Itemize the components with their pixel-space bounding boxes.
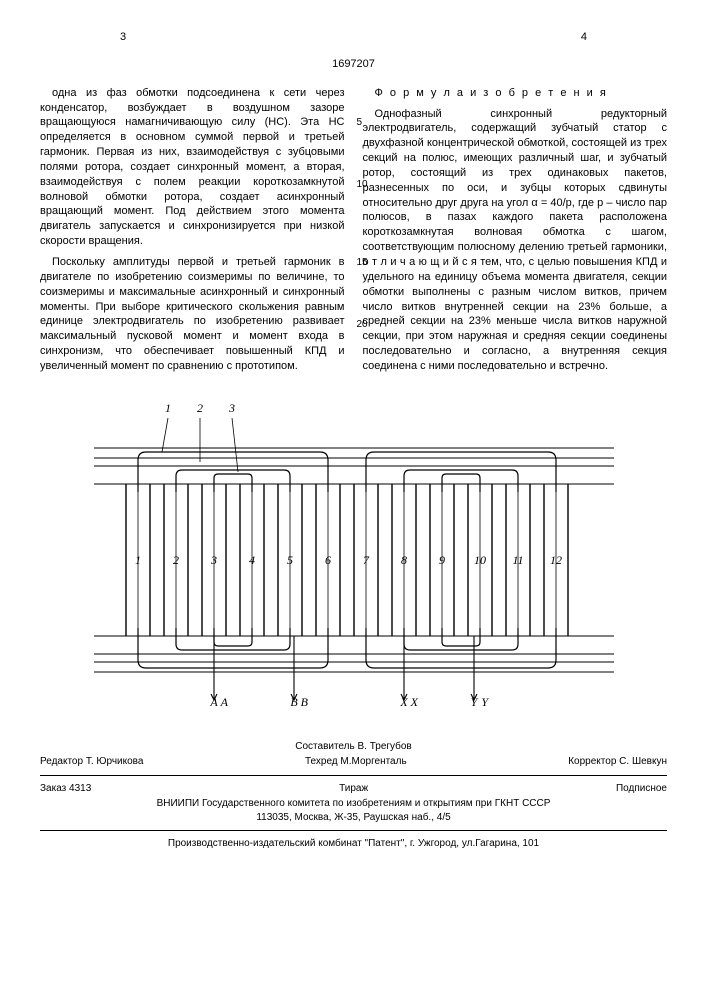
org-line-1: ВНИИПИ Государственного комитета по изоб… [40,797,667,811]
org-line-2: Производственно-издательский комбинат "П… [40,837,667,851]
divider-1 [40,775,667,776]
page-num-left: 3 [120,30,126,45]
winding-diagram: 123456789101112ABXYABXY123 [94,400,614,710]
svg-text:A: A [209,695,218,709]
right-column: Ф о р м у л а и з о б р е т е н и я Одно… [363,86,668,380]
svg-text:X: X [409,695,418,709]
svg-text:3: 3 [210,553,217,567]
svg-text:Y: Y [470,695,478,709]
claims-heading: Ф о р м у л а и з о б р е т е н и я [363,86,668,101]
tirazh: Тираж [339,782,368,796]
corrector: Корректор С. Шевкун [568,755,667,769]
svg-text:B: B [300,695,308,709]
right-p1: Однофазный синхронный редукторный электр… [363,107,668,374]
page-numbers: 3 4 [120,30,587,45]
svg-text:X: X [399,695,408,709]
line-number: 5 [357,116,363,130]
order-number: Заказ 4313 [40,782,91,796]
diagram-svg: 123456789101112ABXYABXY123 [94,400,614,710]
svg-text:3: 3 [228,401,235,415]
svg-text:1: 1 [165,401,171,415]
page-num-right: 4 [581,30,587,45]
left-column: одна из фаз обмотки подсоединена к сети … [40,86,345,380]
divider-2 [40,830,667,831]
svg-text:A: A [219,695,228,709]
document-number: 1697207 [40,57,667,72]
svg-text:B: B [290,695,298,709]
svg-text:2: 2 [197,401,203,415]
svg-text:Y: Y [481,695,489,709]
credits-block: Составитель В. Трегубов Редактор Т. Юрчи… [40,740,667,851]
compiler: Составитель В. Трегубов [40,740,667,754]
left-p1: одна из фаз обмотки подсоединена к сети … [40,86,345,249]
addr-line-1: 113035, Москва, Ж-35, Раушская наб., 4/5 [40,811,667,825]
subscribe: Подписное [616,782,667,796]
tech-editor: Техред М.Моргенталь [305,755,407,769]
left-p2: Поскольку амплитуды первой и третьей гар… [40,255,345,374]
text-columns: одна из фаз обмотки подсоединена к сети … [40,86,667,380]
svg-text:7: 7 [363,553,370,567]
editor: Редактор Т. Юрчикова [40,755,143,769]
